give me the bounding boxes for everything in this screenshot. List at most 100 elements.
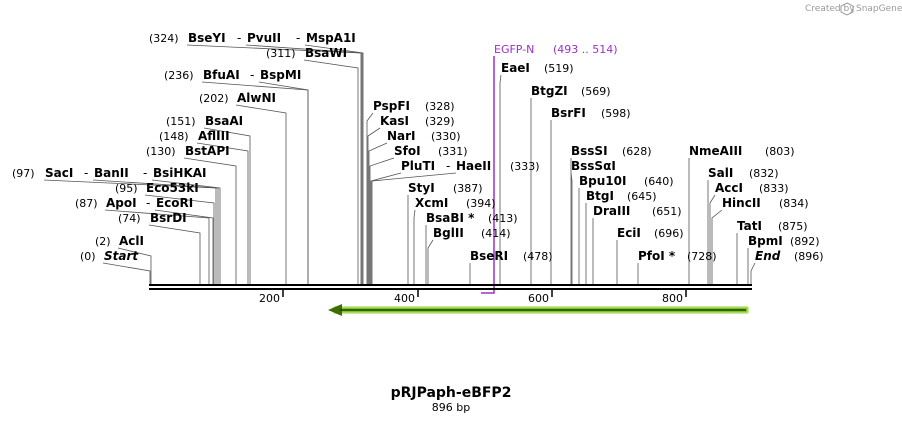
site-position: (95) <box>115 182 138 195</box>
site-bsrdi[interactable]: (74) BsrDI <box>118 211 187 225</box>
enzyme-btgi: BtgI <box>586 189 614 203</box>
site-bglii[interactable]: (414) BglII <box>433 226 511 240</box>
site-labels: (0) Start(2) AclI(74) BsrDI(87) ApoI - EcoRI(9… <box>12 31 824 263</box>
site-position: (151) <box>166 115 196 128</box>
enzyme-pvuii: PvuII <box>247 31 281 45</box>
name-separator: - <box>296 31 300 45</box>
connector-start <box>102 262 151 284</box>
site-ecii[interactable]: (696) EciI <box>617 226 684 240</box>
site-apoi-ecori[interactable]: (87) ApoI - EcoRI <box>75 196 193 210</box>
site-bsrfi[interactable]: (598) BsrFI <box>551 106 631 120</box>
site-position: (130) <box>146 145 176 158</box>
site-position: (728) <box>687 250 717 263</box>
site-xcmi[interactable]: (394) XcmI <box>415 196 496 210</box>
enzyme-draiii: DraIII <box>593 204 630 218</box>
enzyme-hincii: HincII <box>722 196 761 210</box>
site-position: (519) <box>544 62 574 75</box>
site-nmeaiii[interactable]: (803) NmeAIII <box>689 144 795 158</box>
enzyme-bsaai: BsaAI <box>205 114 243 128</box>
site-position: (598) <box>601 107 631 120</box>
connector-xcmi <box>413 209 416 284</box>
connector-bspmi <box>258 81 309 284</box>
site-afliii[interactable]: (148) AflIII <box>159 129 230 143</box>
site-position: (387) <box>453 182 483 195</box>
site-position: (0) <box>80 250 96 263</box>
enzyme-xcmi: XcmI <box>415 196 448 210</box>
enzyme-bsabi: BsaBI * <box>426 211 475 225</box>
connector-hincii <box>711 209 723 284</box>
enzyme-bsrdi: BsrDI <box>150 211 187 225</box>
site-position: (311) <box>266 47 296 60</box>
connector-bsihkai <box>151 179 221 284</box>
enzyme-eco53ki: Eco53kI <box>146 181 199 195</box>
site-eaei[interactable]: (519) EaeI <box>501 61 574 75</box>
site-position: (569) <box>581 85 611 98</box>
site-bsss-i[interactable]: BssSαI <box>571 159 616 173</box>
enzyme-pfoi: PfoI * <box>638 249 676 263</box>
site-pluti-haeii[interactable]: (333) PluTI - HaeII <box>401 159 540 173</box>
site-btgi[interactable]: (645) BtgI <box>586 189 657 203</box>
tick-label-800: 800 <box>662 292 683 305</box>
site-draiii[interactable]: (651) DraIII <box>593 204 682 218</box>
site-position: (330) <box>431 130 461 143</box>
enzyme-btgzi: BtgZI <box>531 84 568 98</box>
site-bpmi[interactable]: (892) BpmI <box>748 234 820 248</box>
site-styi[interactable]: (387) StyI <box>408 181 483 195</box>
enzyme-haeii: HaeII <box>456 159 491 173</box>
site-bseri[interactable]: (478) BseRI <box>470 249 553 263</box>
enzyme-end: End <box>755 249 781 263</box>
site-sfoi[interactable]: (331) SfoI <box>394 144 468 158</box>
enzyme-bsrfi: BsrFI <box>551 106 586 120</box>
sequence-backbone <box>149 284 752 290</box>
site-bstapi[interactable]: (130) BstAPI <box>146 144 230 158</box>
snapgene-logo-icon <box>840 2 854 16</box>
site-position: (832) <box>749 167 779 180</box>
site-kasi[interactable]: (329) KasI <box>380 114 455 128</box>
site-bseyi-pvuii-mspa1i[interactable]: (324) BseYI - PvuII - MspA1I <box>149 31 356 45</box>
site-position: (803) <box>765 145 795 158</box>
site-bsssi[interactable]: (628) BssSI <box>571 144 652 158</box>
site-position: (333) <box>510 160 540 173</box>
site-end[interactable]: (896) End <box>755 249 824 263</box>
connector-bsaai <box>203 127 251 284</box>
enzyme-afliii: AflIII <box>198 129 230 143</box>
site-position: (97) <box>12 167 35 180</box>
enzyme-nmeaiii: NmeAIII <box>689 144 742 158</box>
site-acci[interactable]: (833) AccI <box>715 181 789 195</box>
site-pfoi[interactable]: (728) PfoI * <box>638 249 717 263</box>
feature-egfp-n[interactable]: EGFP-N (493 .. 514) <box>481 43 618 294</box>
connector-bsss-i <box>570 172 573 284</box>
site-btgzi[interactable]: (569) BtgZI <box>531 84 611 98</box>
site-pspfi[interactable]: (328) PspFI <box>373 99 455 113</box>
connector-nari <box>368 142 388 284</box>
site-position: (696) <box>654 227 684 240</box>
site-start[interactable]: (0) Start <box>80 249 139 263</box>
connector-acci <box>709 194 716 284</box>
site-bsaai[interactable]: (151) BsaAI <box>166 114 243 128</box>
name-separator: - <box>143 166 147 180</box>
enzyme-bsihkai: BsiHKAI <box>153 166 207 180</box>
enzyme-mspa1i: MspA1I <box>306 31 356 45</box>
enzyme-eaei: EaeI <box>501 61 530 75</box>
enzyme-bsss-i: BssSαI <box>571 159 616 173</box>
enzyme-start: Start <box>104 249 139 263</box>
site-alwni[interactable]: (202) AlwNI <box>199 91 276 105</box>
site-position: (148) <box>159 130 189 143</box>
site-hincii[interactable]: (834) HincII <box>722 196 809 210</box>
site-saci-banii-bsihkai[interactable]: (97) SacI - BanII - BsiHKAI <box>12 166 207 180</box>
site-bfuai-bspmi[interactable]: (236) BfuAI - BspMI <box>164 68 301 82</box>
site-sali[interactable]: (832) SalI <box>708 166 779 180</box>
connector-eaei <box>499 74 502 284</box>
connector-sfoi <box>369 157 395 284</box>
plasmid-name: pRJPaph-eBFP2 <box>391 385 512 401</box>
site-tati[interactable]: (875) TatI <box>737 219 808 233</box>
site-nari[interactable]: (330) NarI <box>387 129 461 143</box>
feature-direction-arrow[interactable] <box>328 304 749 316</box>
site-bsawi[interactable]: (311) BsaWI <box>266 46 347 60</box>
enzyme-ecii: EciI <box>617 226 641 240</box>
site-eco53ki[interactable]: (95) Eco53kI <box>115 181 199 195</box>
site-bsabi[interactable]: (413) BsaBI * <box>426 211 518 225</box>
site-acli[interactable]: (2) AclI <box>95 234 144 248</box>
site-bpu10i[interactable]: (640) Bpu10I <box>579 174 674 188</box>
